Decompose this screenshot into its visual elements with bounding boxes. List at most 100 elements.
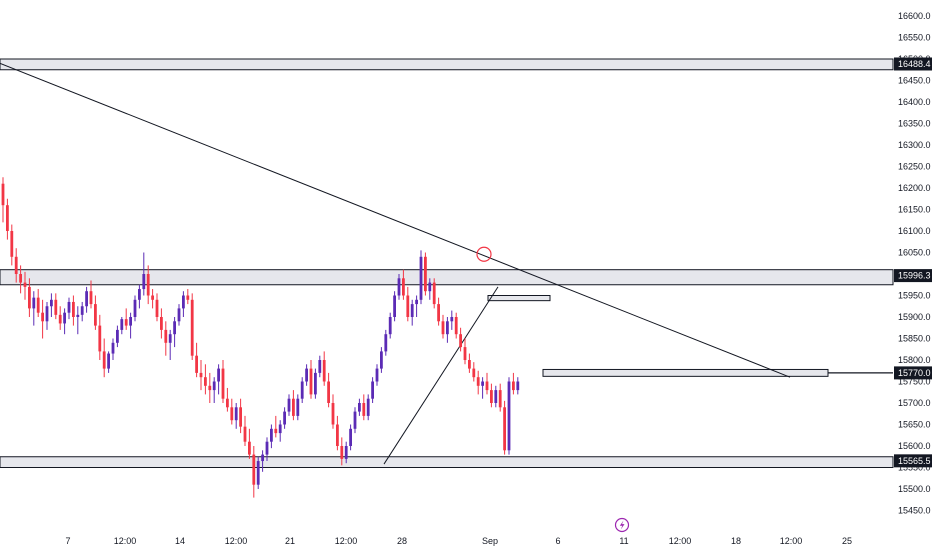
candle (450, 310, 454, 330)
candle (362, 394, 366, 421)
candle (437, 297, 440, 326)
candle (375, 364, 379, 386)
price-tick-label: 15700.0 (898, 398, 931, 408)
candle (498, 383, 502, 412)
price-label-bg (894, 269, 932, 283)
candle-body (195, 355, 198, 373)
price-axis[interactable]: 15450.0 15500.0 15550.0 15600.0 15650.0 15700… (898, 11, 931, 516)
candle (111, 338, 115, 360)
candle-body (248, 441, 251, 455)
time-tick-label: 28 (397, 536, 407, 546)
candle-body (146, 274, 150, 296)
candle-body (67, 301, 71, 313)
candle-body (476, 377, 480, 386)
candle-body (177, 308, 181, 322)
candle-body (28, 286, 31, 309)
candle (274, 415, 278, 438)
candle-body (160, 317, 163, 330)
price-tick-label: 16150.0 (898, 205, 931, 215)
candle-body (89, 291, 93, 305)
candle-body (133, 299, 137, 317)
price-tick-label: 15800.0 (898, 355, 931, 365)
price-tick-label: 16250.0 (898, 162, 931, 172)
price-label-bg (894, 57, 932, 71)
level-zone (0, 58, 894, 71)
time-tick-label: 12:00 (780, 536, 803, 546)
candle-body (410, 304, 414, 317)
candle-body (173, 321, 176, 335)
candle-body (45, 306, 49, 322)
candle-body (230, 407, 234, 421)
candle-body (190, 299, 194, 356)
candle (58, 306, 62, 330)
candle (388, 312, 392, 339)
price-label: 15565.5 (898, 456, 931, 466)
candle (340, 437, 344, 466)
candle (463, 338, 467, 365)
candle-body (239, 407, 242, 427)
price-tick-label: 15500.0 (898, 484, 931, 494)
candle (353, 407, 357, 434)
candle (138, 284, 141, 309)
candle (173, 317, 176, 348)
candle-body (358, 403, 361, 412)
candle (331, 394, 335, 429)
candle (199, 360, 203, 391)
candle (10, 224, 14, 266)
time-axis[interactable]: 7 12:00 14 12:00 21 12:00 28 Sep 6 11 12:00 18 12:00… (65, 536, 852, 546)
candle-body (441, 321, 445, 335)
candle (371, 377, 374, 403)
candle (67, 297, 71, 320)
trendline-uptrend (383, 286, 499, 465)
candle (102, 338, 106, 378)
candle-body (261, 454, 264, 462)
candle-body (217, 368, 220, 382)
candle-body (481, 381, 484, 386)
candle-body (384, 334, 388, 352)
candle-body (507, 381, 511, 451)
time-tick-label: 12:00 (114, 536, 137, 546)
candle-body (19, 274, 22, 283)
price-labels: 16488.4 15996.3 15770.0 15565.5 (894, 57, 932, 468)
candle (182, 291, 185, 317)
candle (344, 441, 348, 464)
candle (322, 351, 326, 386)
candle-body (138, 289, 141, 300)
time-tick-label: 12:00 (669, 536, 692, 546)
candle-body (199, 372, 203, 378)
candle (256, 456, 260, 489)
candle (507, 377, 511, 455)
candle (133, 295, 137, 322)
time-tick-label: 14 (175, 536, 185, 546)
candle (89, 280, 93, 309)
time-tick-label: 25 (842, 536, 852, 546)
candle-body (366, 398, 370, 416)
candle-body (265, 441, 269, 455)
candle-body (498, 390, 502, 408)
candle-body (98, 325, 102, 352)
candle-body (472, 368, 476, 378)
supply-zone (487, 295, 551, 302)
candle-body (80, 306, 84, 315)
candle (1, 177, 5, 223)
candle (476, 370, 480, 395)
candle-body (446, 321, 449, 335)
candle (230, 398, 234, 425)
price-tick-label: 15750.0 (898, 377, 931, 387)
candle-body (397, 278, 401, 296)
candle-body (208, 385, 212, 391)
candle (318, 355, 322, 378)
candle (336, 415, 339, 451)
highlight-circle (476, 246, 492, 262)
price-tick-label: 15950.0 (898, 291, 931, 301)
candle (76, 306, 80, 335)
candle (146, 265, 150, 305)
candle-body (102, 351, 106, 369)
candle (212, 377, 216, 403)
candle (186, 289, 190, 305)
level-zones (0, 58, 894, 468)
candle-body (331, 403, 335, 425)
candle (384, 329, 388, 356)
